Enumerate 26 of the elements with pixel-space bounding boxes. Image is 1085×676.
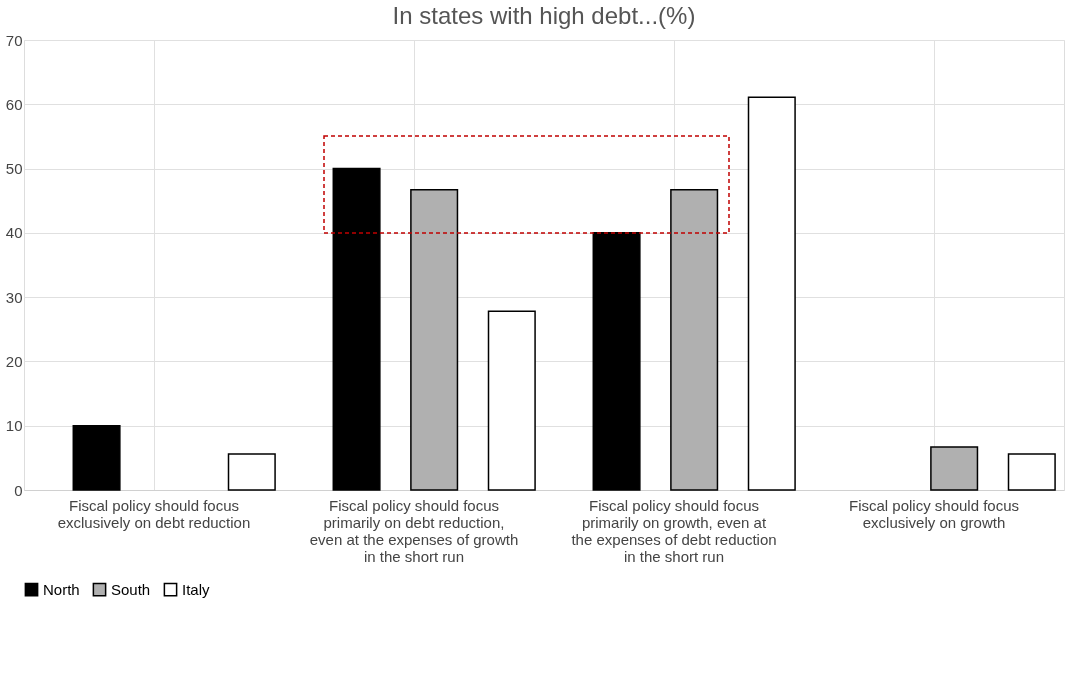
- y-tick-label: 20: [5, 352, 23, 370]
- bar: [72, 424, 121, 491]
- y-tick-label: 40: [5, 224, 23, 242]
- bar: [487, 310, 536, 491]
- legend-label: South: [111, 580, 151, 598]
- bar: [332, 167, 381, 491]
- y-tick-label: 30: [5, 288, 23, 306]
- chart-title: In states with high debt...(%): [392, 2, 696, 29]
- bar: [930, 446, 979, 491]
- x-tick-label: Fiscal policy should focus exclusively on growth: [848, 496, 1020, 531]
- y-tick-label: 70: [5, 31, 23, 49]
- x-tick-label: Fiscal policy should focus primarily on debt reduction, even at the expenses of growth in the short run: [309, 496, 519, 565]
- y-tick-label: 50: [5, 160, 23, 178]
- x-tick-label: Fiscal policy should focus exclusively on debt reduction: [57, 496, 251, 531]
- legend-label: Italy: [182, 580, 211, 598]
- bar: [227, 453, 276, 491]
- y-tick-label: 60: [5, 95, 23, 113]
- bar: [747, 96, 796, 491]
- bar: [410, 189, 459, 491]
- bar: [592, 232, 641, 491]
- bar: [670, 189, 719, 491]
- y-tick-label: 10: [5, 417, 23, 435]
- y-tick-label: 0: [14, 481, 23, 499]
- legend-label: North: [43, 580, 80, 598]
- bar: [1007, 453, 1056, 491]
- x-tick-label: Fiscal policy should focus primarily on growth, even at the expenses of debt reduction in the short run: [571, 496, 777, 565]
